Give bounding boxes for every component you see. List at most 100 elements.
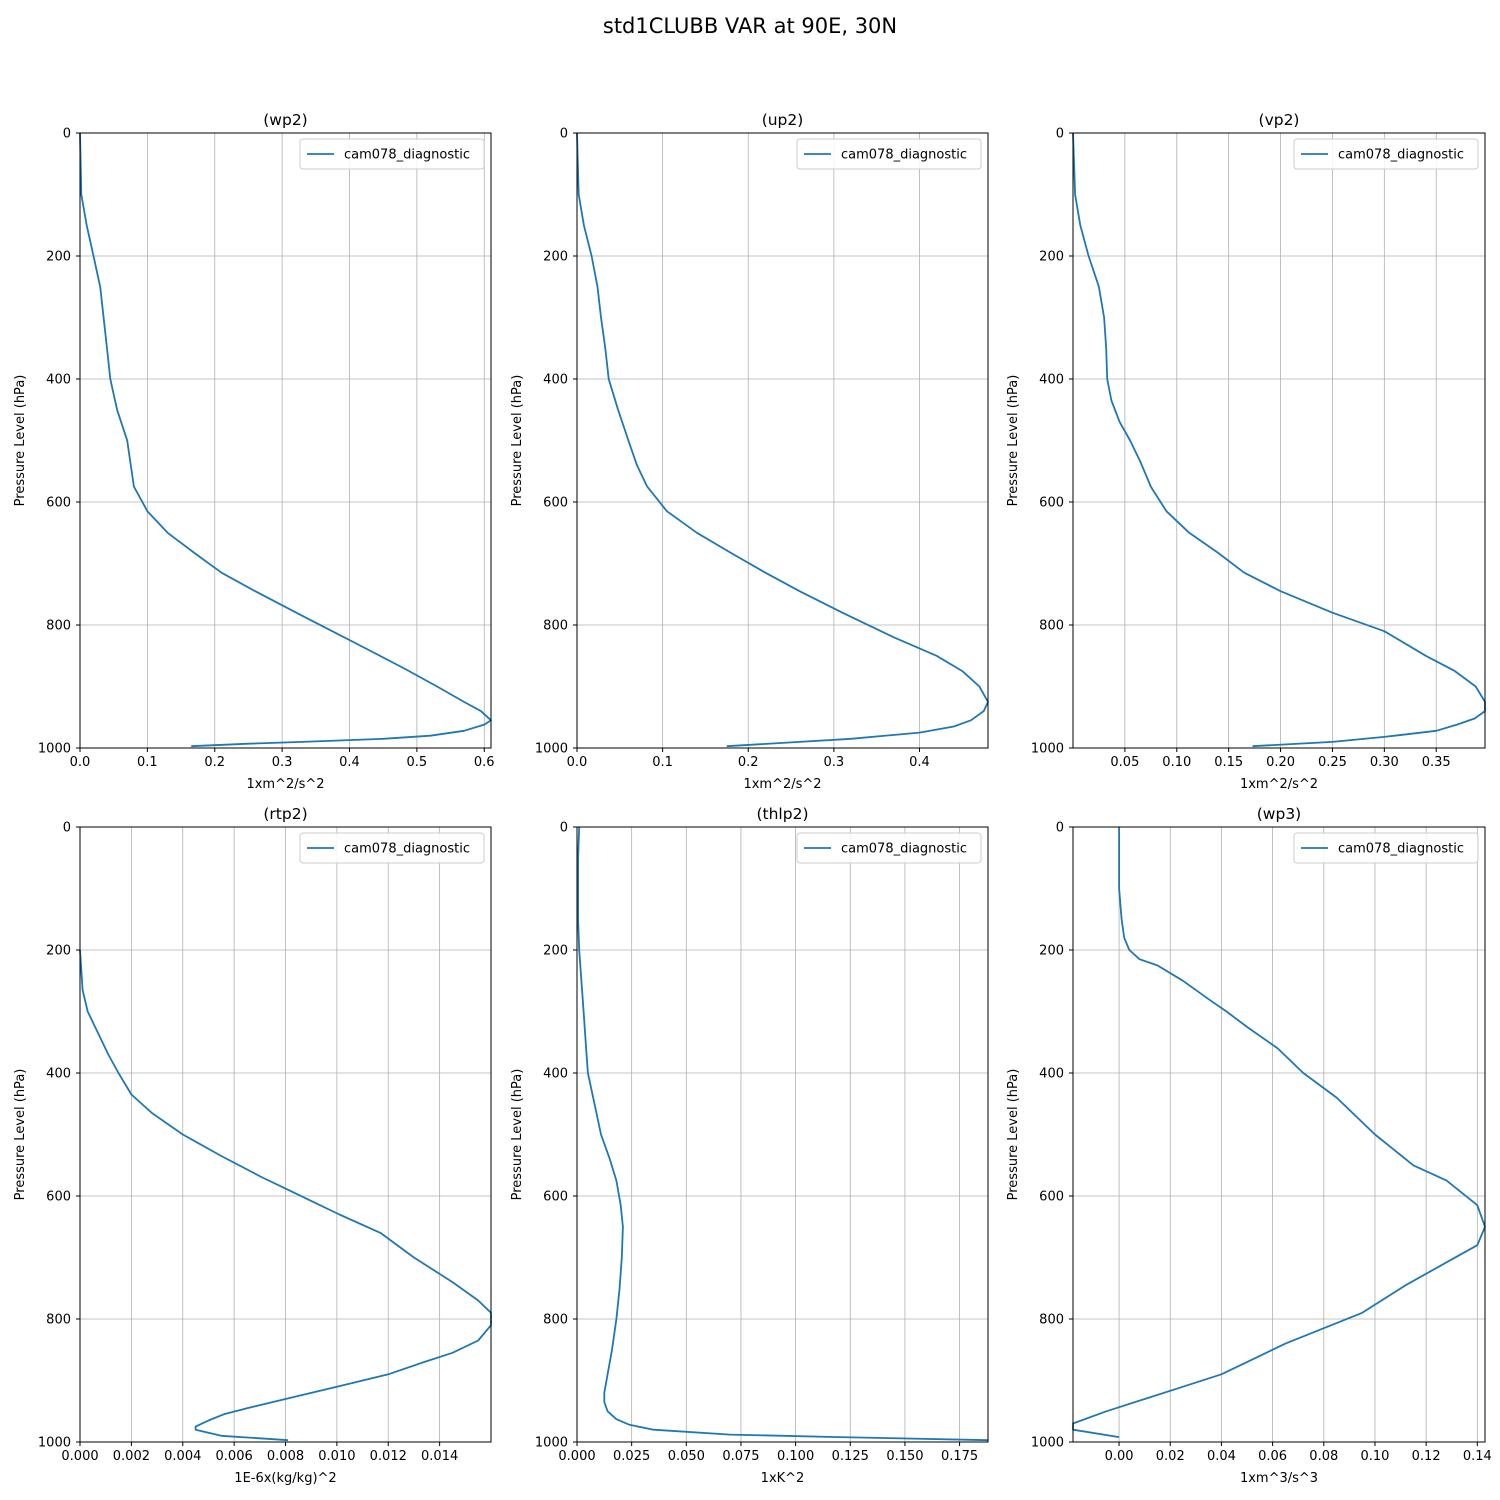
axes-frame xyxy=(576,826,989,1443)
series-line-0 xyxy=(1072,827,1486,1438)
y-tick-label: 200 xyxy=(1039,944,1064,959)
x-tick-label: 0.14 xyxy=(1463,1449,1492,1464)
y-tick-label: 1000 xyxy=(535,742,568,757)
x-tick-label: 0.4 xyxy=(909,755,930,770)
legend-box xyxy=(1293,138,1479,170)
x-axis-label: 1E-6x(kg/kg)^2 xyxy=(234,1471,336,1486)
x-tick-label: 0.010 xyxy=(318,1449,355,1464)
x-tick-label: 0.30 xyxy=(1370,755,1399,770)
y-tick-label: 400 xyxy=(46,1067,71,1082)
legend-box xyxy=(299,832,485,864)
y-axis-label: Pressure Level (hPa) xyxy=(13,1069,28,1201)
x-tick-label: 0.4 xyxy=(339,755,360,770)
legend-label: cam078_diagnostic xyxy=(1338,842,1464,857)
legend-box xyxy=(299,138,485,170)
x-tick-label: 0.6 xyxy=(474,755,495,770)
y-tick-label: 1000 xyxy=(1031,1436,1064,1451)
legend: cam078_diagnostic xyxy=(299,138,485,170)
x-tick-label: 0.5 xyxy=(407,755,428,770)
y-tick-label: 400 xyxy=(543,373,568,388)
y-tick-label: 800 xyxy=(1039,1313,1064,1328)
x-tick-label: 0.04 xyxy=(1207,1449,1236,1464)
y-axis-label: Pressure Level (hPa) xyxy=(1006,1069,1021,1201)
subplot-title: (vp2) xyxy=(1259,111,1300,129)
y-tick-label: 400 xyxy=(543,1067,568,1082)
y-axis-label: Pressure Level (hPa) xyxy=(1006,375,1021,507)
subplot-thlp2: 0.000 0.025 0.050 0.075 0.100 0.125 0.150 0.175… xyxy=(510,805,989,1486)
y-tick-label: 0 xyxy=(560,127,568,142)
x-tick-label: 0.35 xyxy=(1422,755,1451,770)
x-tick-label: 0.1 xyxy=(137,755,158,770)
subplot-title: (wp2) xyxy=(263,111,307,129)
y-tick-label: 600 xyxy=(543,1190,568,1205)
x-axis-label: 1xK^2 xyxy=(761,1471,805,1486)
y-tick-label: 200 xyxy=(543,250,568,265)
series-line-0 xyxy=(576,132,989,748)
subplot-title: (up2) xyxy=(762,111,804,129)
y-tick-label: 200 xyxy=(543,944,568,959)
legend-box xyxy=(796,138,982,170)
x-tick-label: 0.014 xyxy=(421,1449,458,1464)
y-tick-label: 0 xyxy=(1056,821,1064,836)
y-tick-label: 600 xyxy=(1039,496,1064,511)
y-tick-label: 200 xyxy=(1039,250,1064,265)
y-tick-label: 1000 xyxy=(535,1436,568,1451)
legend-label: cam078_diagnostic xyxy=(1338,148,1464,163)
x-tick-label: 0.050 xyxy=(668,1449,705,1464)
x-tick-label: 0.100 xyxy=(777,1449,814,1464)
subplot-vp2: 0.05 0.10 0.15 0.20 0.25 0.30 0.35 0 200 400 600 80… xyxy=(1006,111,1486,792)
axes-frame xyxy=(79,132,492,749)
x-tick-label: 0.15 xyxy=(1214,755,1243,770)
axes-frame xyxy=(1072,826,1486,1443)
y-tick-label: 600 xyxy=(46,1190,71,1205)
y-tick-label: 0 xyxy=(1056,127,1064,142)
x-tick-label: 0.0 xyxy=(567,755,588,770)
y-tick-label: 400 xyxy=(1039,1067,1064,1082)
x-tick-label: 0.150 xyxy=(886,1449,923,1464)
y-tick-label: 800 xyxy=(543,619,568,634)
y-tick-label: 600 xyxy=(46,496,71,511)
x-tick-label: 0.3 xyxy=(824,755,845,770)
x-tick-label: 0.002 xyxy=(113,1449,150,1464)
x-tick-label: 0.10 xyxy=(1162,755,1191,770)
y-axis-label: Pressure Level (hPa) xyxy=(13,375,28,507)
x-tick-label: 0.3 xyxy=(272,755,293,770)
x-tick-label: 0.006 xyxy=(216,1449,253,1464)
x-tick-label: 0.1 xyxy=(652,755,673,770)
y-tick-label: 0 xyxy=(63,821,71,836)
legend: cam078_diagnostic xyxy=(796,138,982,170)
legend: cam078_diagnostic xyxy=(299,832,485,864)
legend: cam078_diagnostic xyxy=(796,832,982,864)
x-tick-label: 0.10 xyxy=(1360,1449,1389,1464)
y-tick-label: 800 xyxy=(1039,619,1064,634)
series-line-0 xyxy=(1072,132,1486,748)
x-tick-label: 0.02 xyxy=(1156,1449,1185,1464)
x-tick-label: 0.05 xyxy=(1110,755,1139,770)
y-tick-label: 1000 xyxy=(38,742,71,757)
y-tick-label: 1000 xyxy=(38,1436,71,1451)
y-tick-label: 400 xyxy=(46,373,71,388)
series-line-0 xyxy=(79,132,492,748)
x-axis-label: 1xm^2/s^2 xyxy=(743,777,821,792)
x-tick-label: 0.00 xyxy=(1105,1449,1134,1464)
legend-label: cam078_diagnostic xyxy=(841,842,967,857)
legend-label: cam078_diagnostic xyxy=(344,148,470,163)
legend-label: cam078_diagnostic xyxy=(344,842,470,857)
x-tick-label: 0.06 xyxy=(1258,1449,1287,1464)
x-tick-label: 0.12 xyxy=(1412,1449,1441,1464)
y-tick-label: 800 xyxy=(543,1313,568,1328)
subplot-title: (rtp2) xyxy=(263,805,307,823)
y-axis-label: Pressure Level (hPa) xyxy=(510,375,525,507)
legend-box xyxy=(1293,832,1479,864)
legend-label: cam078_diagnostic xyxy=(841,148,967,163)
x-tick-label: 0.008 xyxy=(267,1449,304,1464)
x-tick-label: 0.2 xyxy=(738,755,759,770)
x-tick-label: 0.012 xyxy=(370,1449,407,1464)
x-axis-label: 1xm^2/s^2 xyxy=(246,777,324,792)
x-axis-label: 1xm^3/s^3 xyxy=(1240,1471,1318,1486)
x-tick-label: 0.175 xyxy=(941,1449,978,1464)
y-tick-label: 200 xyxy=(46,944,71,959)
legend-box xyxy=(796,832,982,864)
subplot-rtp2: 0.000 0.002 0.004 0.006 0.008 0.010 0.012 0.014… xyxy=(13,805,492,1486)
